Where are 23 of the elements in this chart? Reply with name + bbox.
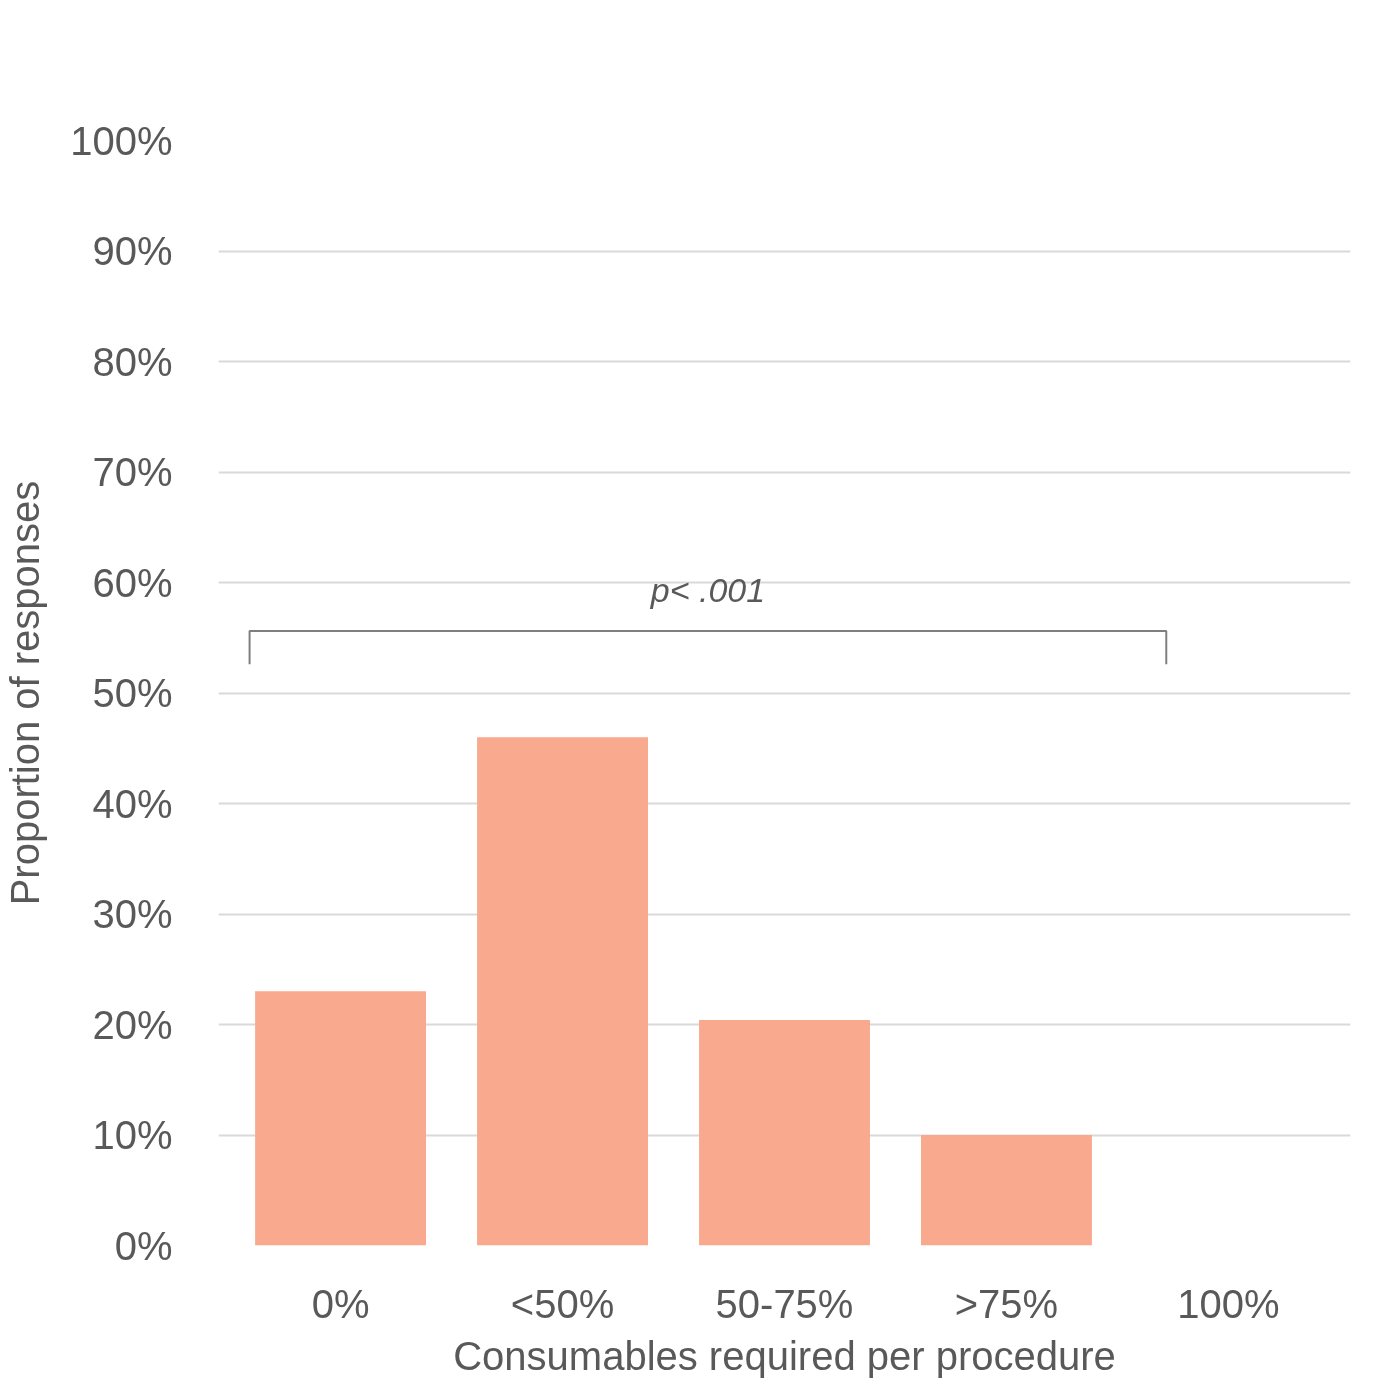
- x-axis-title: Consumables required per procedure: [453, 1333, 1116, 1378]
- y-tick-label: 10%: [92, 1113, 173, 1157]
- bar: [699, 1020, 870, 1246]
- x-tick-label: <50%: [510, 1281, 615, 1326]
- bar: [921, 1135, 1092, 1246]
- y-tick-label: 100%: [70, 118, 173, 163]
- x-tick-label: >75%: [954, 1281, 1059, 1326]
- y-tick-label: 60%: [92, 560, 173, 605]
- y-tick-label: 70%: [92, 450, 173, 494]
- x-tick-label: 0%: [311, 1281, 370, 1326]
- y-axis-title: Proportion of responses: [3, 480, 48, 906]
- y-tick-label: 40%: [92, 781, 173, 826]
- x-tick-label: 50-75%: [715, 1281, 854, 1326]
- y-tick-label: 50%: [92, 671, 173, 715]
- y-tick-label: 80%: [92, 339, 173, 384]
- annotation: p< .001: [649, 571, 766, 610]
- y-tick-label: 90%: [92, 229, 173, 273]
- y-tick-label: 30%: [92, 892, 173, 936]
- x-tick-label: 100%: [1177, 1281, 1280, 1326]
- y-tick-label: 20%: [92, 1002, 173, 1047]
- y-tick-label: 0%: [114, 1223, 173, 1268]
- bar: [477, 737, 648, 1246]
- bar: [255, 991, 427, 1246]
